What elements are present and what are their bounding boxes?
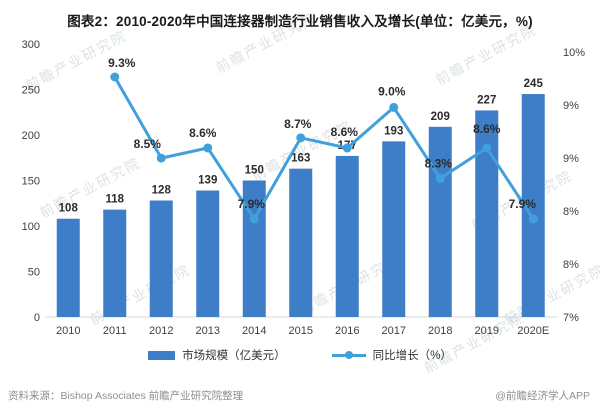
source-note: 资料来源：Bishop Associates 前瞻产业研究院整理 [8,390,244,402]
y-right-tick: 8% [563,259,579,271]
bar [242,180,266,317]
line-value-label: 8.7% [284,117,312,131]
line-value-label: 9.0% [378,84,406,98]
line-marker [389,102,399,112]
bar [56,218,80,317]
y-left-tick: 50 [28,267,40,279]
line-marker [296,133,306,143]
line-value-label: 9.3% [108,56,136,70]
line-value-label: 8.6% [189,126,217,140]
legend-item-bar: 市场规模（亿美元） [148,347,286,363]
y-left-tick: 300 [22,39,40,51]
line-marker [528,214,538,224]
x-tick: 2019 [475,325,499,337]
bar [149,200,173,317]
bar [475,110,499,318]
line-value-label: 8.3% [425,156,453,170]
legend-bar-label: 市场规模（亿美元） [182,350,286,362]
y-right-tick: 9% [563,100,579,112]
x-tick: 2018 [428,325,452,337]
line-marker [110,72,120,82]
bar [103,209,127,317]
y-left-tick: 0 [34,312,40,324]
line-value-label: 7.9% [509,197,537,211]
line-value-label: 7.9% [238,197,266,211]
y-right-tick: 10% [563,47,585,59]
bar-value-label: 163 [291,153,310,165]
y-left-tick: 100 [22,221,40,233]
bar-value-label: 150 [245,165,264,177]
x-tick: 2016 [335,325,359,337]
bar [196,190,220,317]
growth-line [113,76,535,221]
line-marker [249,214,259,224]
y-right-tick: 7% [563,312,579,324]
bar-value-label: 128 [152,185,172,197]
x-tick: 2020E [517,325,549,337]
line-marker [156,153,166,163]
bar-value-label: 139 [198,175,217,187]
line-marker [435,173,445,183]
bar [521,94,545,317]
y-right-tick: 8% [563,206,579,218]
legend: 市场规模（亿美元） 同比增长（%） [0,347,600,363]
bar-value-label: 227 [477,94,496,106]
bar-value-label: 193 [384,125,403,137]
x-tick: 2012 [149,325,173,337]
bar-value-label: 209 [431,111,450,123]
legend-line-label: 同比增长（%） [372,350,452,362]
line-value-label: 8.6% [331,125,359,139]
combo-chart: 300 250 200 150 100 50 0 10% 9% 9% 8% 8% 7% 108 2010 11… [22,39,586,337]
line-marker [482,143,492,153]
x-tick: 2017 [382,325,406,337]
y-right-tick: 9% [563,153,579,165]
bar-value-label: 245 [524,78,544,90]
bar [428,126,452,317]
bar [289,168,313,317]
line-marker [342,143,352,153]
line-marker [203,143,213,153]
x-tick: 2010 [56,325,80,337]
y-left-tick: 250 [22,85,40,97]
line-value-label: 8.6% [473,122,501,136]
credit-note: @前瞻经济学人APP [495,390,590,402]
x-tick: 2013 [196,325,220,337]
y-left-tick: 150 [22,176,40,188]
bar-swatch-icon [148,350,176,360]
x-tick: 2014 [242,325,266,337]
bar [382,141,406,317]
line-swatch-icon [331,350,366,360]
x-tick: 2011 [103,325,127,337]
bar [335,155,359,317]
bar-value-label: 108 [59,203,79,215]
x-tick: 2015 [289,325,313,337]
legend-item-line: 同比增长（%） [331,347,452,363]
y-left-tick: 200 [22,130,40,142]
line-value-label: 8.5% [134,137,162,151]
chart-title: 图表2：2010-2020年中国连接器制造行业销售收入及增长(单位：亿美元，%) [67,14,533,29]
bar-value-label: 118 [105,194,124,206]
footer: 资料来源：Bishop Associates 前瞻产业研究院整理 @前瞻经济学人… [0,388,600,403]
